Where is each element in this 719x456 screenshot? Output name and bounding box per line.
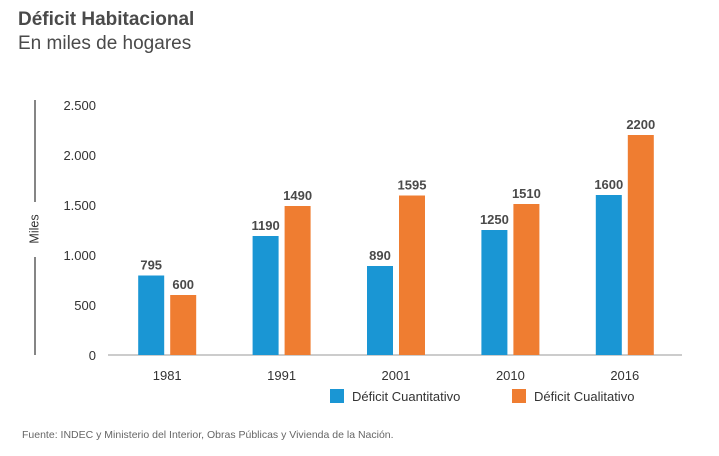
data-label: 795	[140, 258, 162, 273]
data-label: 890	[369, 248, 391, 263]
y-tick-label: 2.500	[63, 98, 96, 113]
bar	[595, 195, 622, 355]
data-label: 1595	[398, 178, 427, 193]
y-tick-label: 2.000	[63, 148, 96, 163]
data-label: 1510	[512, 186, 541, 201]
bar	[138, 275, 165, 355]
bar	[367, 266, 393, 355]
y-axis-label: Miles	[27, 214, 41, 243]
data-label: 1600	[594, 177, 623, 192]
x-tick-label: 2010	[496, 368, 525, 383]
data-label: 600	[172, 277, 194, 292]
x-tick-label: 1991	[267, 368, 296, 383]
legend-label: Déficit Cuantitativo	[352, 389, 460, 404]
y-tick-label: 0	[89, 348, 96, 363]
y-tick-label: 500	[74, 298, 96, 313]
bar	[513, 204, 540, 355]
x-tick-label: 2001	[382, 368, 411, 383]
bar	[252, 236, 279, 355]
x-tick-label: 2016	[610, 368, 639, 383]
y-tick-label: 1.000	[63, 248, 96, 263]
bar	[627, 135, 654, 355]
legend-label: Déficit Cualitativo	[534, 389, 634, 404]
data-label: 1250	[480, 212, 509, 227]
bar	[170, 295, 197, 355]
data-label: 2200	[626, 117, 655, 132]
source-note: Fuente: INDEC y Ministerio del Interior,…	[22, 429, 394, 441]
bar	[284, 206, 311, 355]
legend-swatch	[512, 389, 526, 403]
x-tick-label: 1981	[153, 368, 182, 383]
bar	[399, 195, 425, 355]
chart-subtitle: En miles de hogares	[18, 33, 192, 54]
bar	[481, 230, 508, 355]
data-label: 1190	[251, 218, 279, 233]
y-tick-label: 1.500	[63, 198, 96, 213]
data-label: 1490	[283, 188, 312, 203]
legend-swatch	[330, 389, 344, 403]
bar-chart: Miles 0 500 1.000 1.500 2.000 2.500 795 600 1981 1…	[27, 98, 682, 404]
chart-title: Déficit Habitacional	[18, 9, 195, 30]
